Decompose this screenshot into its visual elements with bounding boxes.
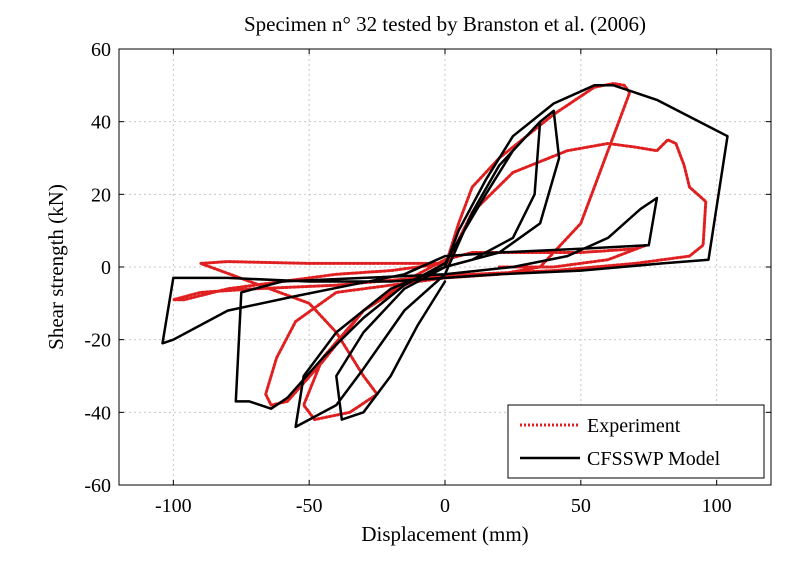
y-tick-label: 60	[91, 39, 111, 61]
legend-label-experiment: Experiment	[587, 415, 681, 437]
series-line-cfsswp-model	[161, 84, 729, 429]
y-tick-label: -20	[84, 330, 111, 352]
axis-ticks: -100 -50 0 50 100 -60 -40 -20 0 20 40 60	[84, 39, 771, 517]
x-tick-label: 100	[702, 495, 732, 517]
y-tick-label: 0	[101, 257, 111, 279]
x-tick-label: 0	[440, 495, 450, 517]
legend: Experiment CFSSWP Model	[507, 404, 765, 479]
y-tick-label: -40	[84, 402, 111, 424]
y-tick-label: 40	[91, 112, 111, 134]
chart-title: Specimen n° 32 tested by Branston et al.…	[244, 12, 646, 36]
x-tick-label: -100	[155, 495, 192, 517]
series-line-experiment	[171, 82, 708, 422]
plot-area	[161, 82, 729, 429]
y-axis-label: Shear strength (kN)	[44, 184, 68, 350]
x-tick-label: 50	[571, 495, 591, 517]
y-tick-label: -60	[84, 475, 111, 497]
x-axis-label: Displacement (mm)	[361, 522, 528, 546]
legend-box	[507, 404, 765, 479]
legend-label-model: CFSSWP Model	[587, 448, 721, 470]
y-tick-label: 20	[91, 184, 111, 206]
x-tick-label: -50	[296, 495, 323, 517]
